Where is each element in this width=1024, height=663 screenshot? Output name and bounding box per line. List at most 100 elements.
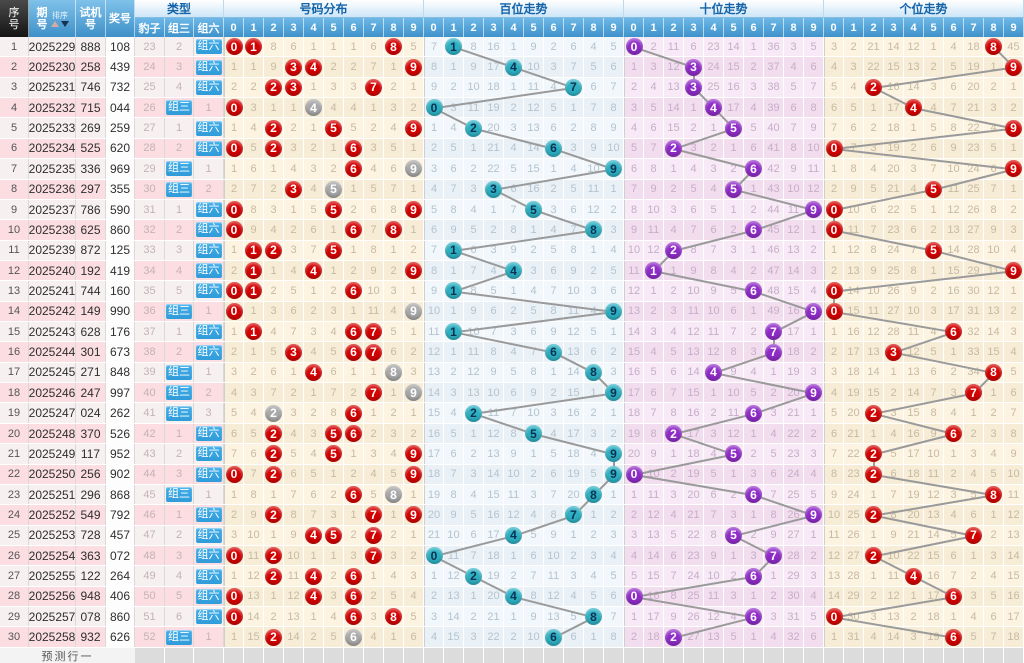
- sort-arrows[interactable]: [51, 20, 69, 27]
- col-header-test-machine: 试机号: [76, 0, 106, 37]
- unit-cell: 1: [824, 322, 844, 342]
- tens-cell: 2: [664, 281, 684, 301]
- hund-cell: 8: [564, 240, 584, 260]
- dist-cell: 7: [364, 342, 384, 362]
- dist-cell: 8: [324, 403, 344, 423]
- tens-cell: 8: [724, 342, 744, 362]
- dist-cell: 7: [244, 179, 264, 199]
- unit-cell: 9: [824, 484, 844, 505]
- hit-circle: 8: [585, 486, 602, 504]
- unit-cell: 0: [824, 199, 844, 220]
- hit-circle: 9: [805, 384, 822, 402]
- unit-cell: 14: [904, 77, 924, 98]
- digit-col-header: 2: [264, 18, 284, 37]
- unit-cell: 2: [984, 525, 1004, 545]
- hund-cell: 5: [424, 199, 444, 220]
- dist-cell: 1: [384, 57, 404, 77]
- prediction-empty-cell: [344, 648, 364, 663]
- hund-cell: 4: [584, 444, 604, 464]
- hund-cell: 2: [444, 362, 464, 383]
- sort-asc-arrow-icon[interactable]: [51, 20, 59, 27]
- unit-cell: 8: [844, 159, 864, 179]
- unit-cell: 4: [964, 464, 984, 484]
- period-cell: 2025250: [29, 464, 76, 484]
- dist-cell: 2: [344, 464, 364, 484]
- tens-cell: 9: [664, 607, 684, 627]
- dist-cell: 5: [324, 118, 344, 138]
- hit-circle: 9: [1005, 262, 1022, 280]
- seq-cell: 19: [0, 403, 29, 423]
- dist-cell: 7: [364, 505, 384, 525]
- hit-circle: 2: [865, 465, 882, 483]
- hit-circle: 4: [305, 587, 322, 605]
- hund-cell: 2: [524, 240, 544, 260]
- unit-cell: 10: [1004, 464, 1024, 484]
- zuliu-cell: 组六: [194, 138, 224, 159]
- period-cell: 2025238: [29, 220, 76, 240]
- hit-circle: 0: [625, 38, 643, 56]
- hund-cell: 6: [564, 627, 584, 647]
- hund-cell: 9: [524, 383, 544, 403]
- hund-cell: 17: [484, 525, 504, 545]
- hund-cell: 1: [504, 77, 524, 98]
- table-row: 11 2025239 872 125 33 3 组六 1 1 2 3 7 5 1 8 1 2 7 1 6 3 9 2 5 8 1 4…: [0, 240, 1024, 261]
- hund-cell: 9: [464, 57, 484, 77]
- hund-cell: 1: [464, 138, 484, 159]
- table-row: 16 2025244 301 673 38 2 组六 2 1 5 3 4 5 6 7 6 2 12 1 11 8 4 7 6 1…: [0, 342, 1024, 363]
- hit-circle: 2: [465, 404, 482, 422]
- unit-cell: 4: [924, 98, 944, 118]
- hit-circle: 8: [585, 221, 602, 239]
- sort-desc-arrow-icon[interactable]: [61, 20, 69, 27]
- hund-cell: 7: [564, 57, 584, 77]
- col-header-period[interactable]: 期号 排序: [29, 0, 76, 37]
- dist-cell: 2: [404, 423, 424, 444]
- baozi-miss-cell: 43: [135, 444, 165, 464]
- seq-cell: 22: [0, 464, 29, 484]
- tens-cell: 1: [644, 260, 664, 281]
- dist-cell: 2: [324, 281, 344, 301]
- dist-cell: 3: [404, 566, 424, 586]
- seq-cell: 8: [0, 179, 29, 199]
- tens-cell: 4: [744, 362, 764, 383]
- hund-cell: 15: [424, 403, 444, 423]
- tens-cell: 4: [644, 342, 664, 362]
- unit-cell: 4: [1004, 342, 1024, 362]
- hund-cell: 3: [464, 464, 484, 484]
- type-badge: 组六: [195, 609, 222, 625]
- tens-cell: 10: [704, 301, 724, 322]
- hund-cell: 7: [444, 179, 464, 199]
- hund-cell: 22: [484, 159, 504, 179]
- baozi-miss-cell: 41: [135, 403, 165, 423]
- hit-circle: 2: [265, 445, 282, 463]
- unit-cell: 1: [1004, 77, 1024, 98]
- dist-cell: 7: [224, 444, 244, 464]
- prediction-empty-cell: [524, 648, 544, 663]
- hund-cell: 15: [524, 159, 544, 179]
- tens-cell: 9: [684, 260, 704, 281]
- tens-cell: 31: [784, 607, 804, 627]
- hund-cell: 2: [584, 403, 604, 423]
- tens-cell: 5: [724, 179, 744, 199]
- dist-cell: 1: [344, 505, 364, 525]
- tens-cell: 6: [684, 199, 704, 220]
- hund-cell: 1: [444, 301, 464, 322]
- hund-cell: 4: [504, 586, 524, 607]
- prediction-empty-cell: [864, 648, 884, 663]
- unit-cell: 25: [964, 179, 984, 199]
- hit-circle: 3: [285, 58, 302, 76]
- tens-cell: 5: [704, 199, 724, 220]
- col-header-prize: 奖号: [106, 0, 135, 37]
- dist-cell: 1: [244, 260, 264, 281]
- tens-cell: 9: [724, 362, 744, 383]
- hit-circle: 6: [345, 139, 362, 157]
- unit-cell: 8: [864, 240, 884, 260]
- prediction-empty-cell: [504, 648, 524, 663]
- dist-cell: 4: [364, 464, 384, 484]
- dist-cell: 13: [244, 586, 264, 607]
- tens-cell: 3: [804, 444, 824, 464]
- hund-cell: 1: [444, 240, 464, 260]
- hund-cell: 11: [504, 484, 524, 505]
- tens-cell: 1: [624, 484, 644, 505]
- sort-control[interactable]: 排序: [51, 11, 69, 27]
